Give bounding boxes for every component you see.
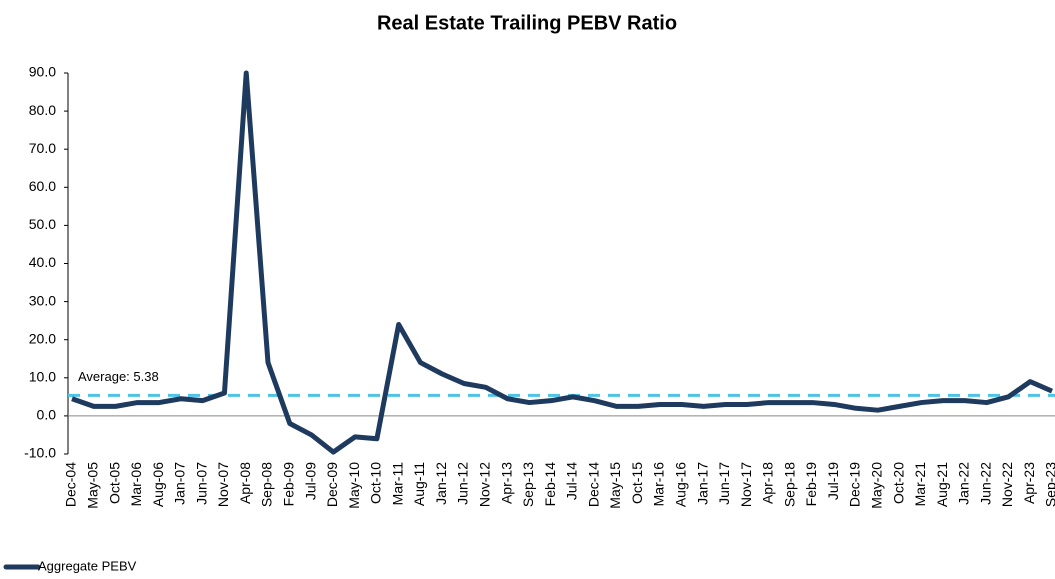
x-tick-label: Jul-14 <box>564 462 580 500</box>
x-tick-label: Feb-19 <box>803 462 819 507</box>
x-tick-label: Jan-17 <box>694 462 710 505</box>
average-label: Average: 5.38 <box>78 369 159 384</box>
x-tick-label: Nov-17 <box>738 462 754 507</box>
x-tick-label: Feb-09 <box>280 462 296 507</box>
x-tick-label: Apr-13 <box>498 462 514 504</box>
x-tick-label: Jun-17 <box>716 462 732 505</box>
x-tick-label: Mar-06 <box>128 462 144 507</box>
y-tick-label: 80.0 <box>29 102 56 118</box>
x-tick-label: Jun-07 <box>193 462 209 505</box>
legend-label: Aggregate PEBV <box>38 558 137 573</box>
x-tick-label: May-15 <box>607 462 623 509</box>
x-tick-label: Nov-12 <box>476 462 492 507</box>
x-tick-label: Jun-22 <box>977 462 993 505</box>
x-tick-label: Sep-18 <box>781 462 797 507</box>
y-tick-label: 50.0 <box>29 216 56 232</box>
x-tick-label: Apr-23 <box>1021 462 1037 504</box>
y-tick-label: 20.0 <box>29 330 56 346</box>
x-tick-label: Aug-21 <box>934 462 950 507</box>
chart-title: Real Estate Trailing PEBV Ratio <box>377 12 677 34</box>
x-tick-label: Dec-09 <box>324 462 340 507</box>
x-tick-label: Mar-16 <box>651 462 667 507</box>
x-tick-label: Dec-14 <box>585 462 601 507</box>
x-tick-label: Apr-18 <box>760 462 776 504</box>
x-tick-label: Oct-05 <box>106 462 122 504</box>
x-tick-label: Sep-23 <box>1043 462 1055 507</box>
y-tick-label: 60.0 <box>29 178 56 194</box>
y-tick-label: 0.0 <box>37 407 57 423</box>
x-tick-label: May-20 <box>868 462 884 509</box>
x-tick-label: Mar-21 <box>912 462 928 507</box>
y-tick-label: 30.0 <box>29 292 56 308</box>
x-tick-label: Aug-11 <box>411 462 427 506</box>
y-tick-label: 40.0 <box>29 254 56 270</box>
x-tick-label: Jul-19 <box>825 462 841 500</box>
x-tick-label: Jul-09 <box>302 462 318 500</box>
x-tick-label: Jan-12 <box>433 462 449 505</box>
x-tick-label: Jan-22 <box>956 462 972 505</box>
x-tick-label: Oct-20 <box>890 462 906 504</box>
x-tick-label: Nov-22 <box>999 462 1015 507</box>
x-tick-label: Dec-04 <box>63 462 79 507</box>
x-tick-label: Dec-19 <box>847 462 863 507</box>
x-tick-label: Nov-07 <box>215 462 231 507</box>
x-tick-label: Apr-08 <box>237 462 253 504</box>
x-tick-label: Jun-12 <box>455 462 471 505</box>
x-tick-label: May-05 <box>84 462 100 509</box>
y-tick-label: -10.0 <box>24 445 56 461</box>
y-tick-label: 70.0 <box>29 140 56 156</box>
x-tick-label: Feb-14 <box>542 462 558 507</box>
x-tick-label: Aug-16 <box>672 462 688 507</box>
x-tick-label: May-10 <box>346 462 362 509</box>
x-tick-label: Aug-06 <box>150 462 166 507</box>
x-tick-label: Mar-11 <box>389 462 405 506</box>
x-tick-label: Jan-07 <box>172 462 188 505</box>
x-tick-label: Sep-08 <box>259 462 275 507</box>
x-tick-label: Oct-10 <box>368 462 384 504</box>
y-tick-label: 90.0 <box>29 64 56 80</box>
data-line <box>71 70 1054 455</box>
x-tick-label: Oct-15 <box>629 462 645 504</box>
y-tick-label: 10.0 <box>29 369 56 385</box>
x-tick-label: Sep-13 <box>520 462 536 507</box>
